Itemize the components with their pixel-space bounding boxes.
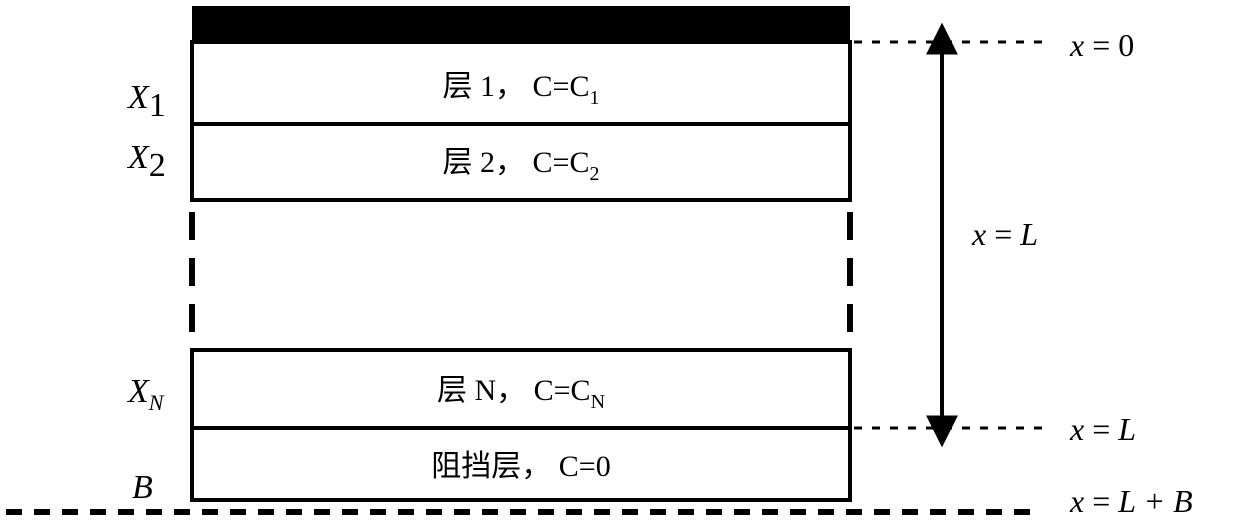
barrier-eq: C= [551,450,595,483]
svg-text:X1: X1 [126,79,166,124]
svg-text:B: B [132,469,153,506]
x2-sub: 2 [149,147,166,184]
eq-x0-eq: = [1084,27,1118,63]
layer-2-name: 层 2， [443,146,526,179]
layer-1-eq: C=C [525,70,589,103]
layer-n-name: 层 N， [437,374,526,407]
x1-base: X [126,79,150,116]
eq-xl: x = L [1069,411,1136,447]
layer-n-sub: N [591,391,605,413]
eq-x0: x = 0 [1069,27,1134,63]
eq-xlb: x = L + B [1069,483,1193,519]
eq-xl-val: L [1117,411,1136,447]
eq-x0-val: 0 [1118,27,1134,63]
source-bar [192,6,850,42]
b-base: B [132,469,153,506]
eq-x0-var: x [1069,27,1084,63]
barrier-label: 阻挡层， C=0 [431,450,610,483]
layer-n-eq: C=C [526,374,590,407]
layer-1-name: 层 1， [443,70,526,103]
x2-base: X [126,139,150,176]
layer-2-eq: C=C [525,146,589,179]
eq-xl-mid-eq: = [986,216,1020,252]
x1-sub: 1 [149,87,166,124]
eq-xl-var: x [1069,411,1084,447]
svg-text:XN: XN [126,373,165,415]
eq-xl-mid: x = L [971,216,1038,252]
xn-sub: N [148,390,165,415]
eq-xlb-eq: = [1084,483,1118,519]
layer-2-sub: 2 [589,163,599,185]
barrier-val: 0 [596,450,611,483]
svg-text:X2: X2 [126,139,166,184]
eq-xlb-val: L + B [1117,483,1192,519]
eq-xl-mid-val: L [1019,216,1038,252]
eq-xlb-var: x [1069,483,1084,519]
eq-xl-eq: = [1084,411,1118,447]
eq-xl-mid-var: x [971,216,986,252]
layer-1-sub: 1 [589,87,599,109]
barrier-name: 阻挡层， [431,450,551,483]
xn-base: X [126,373,150,410]
